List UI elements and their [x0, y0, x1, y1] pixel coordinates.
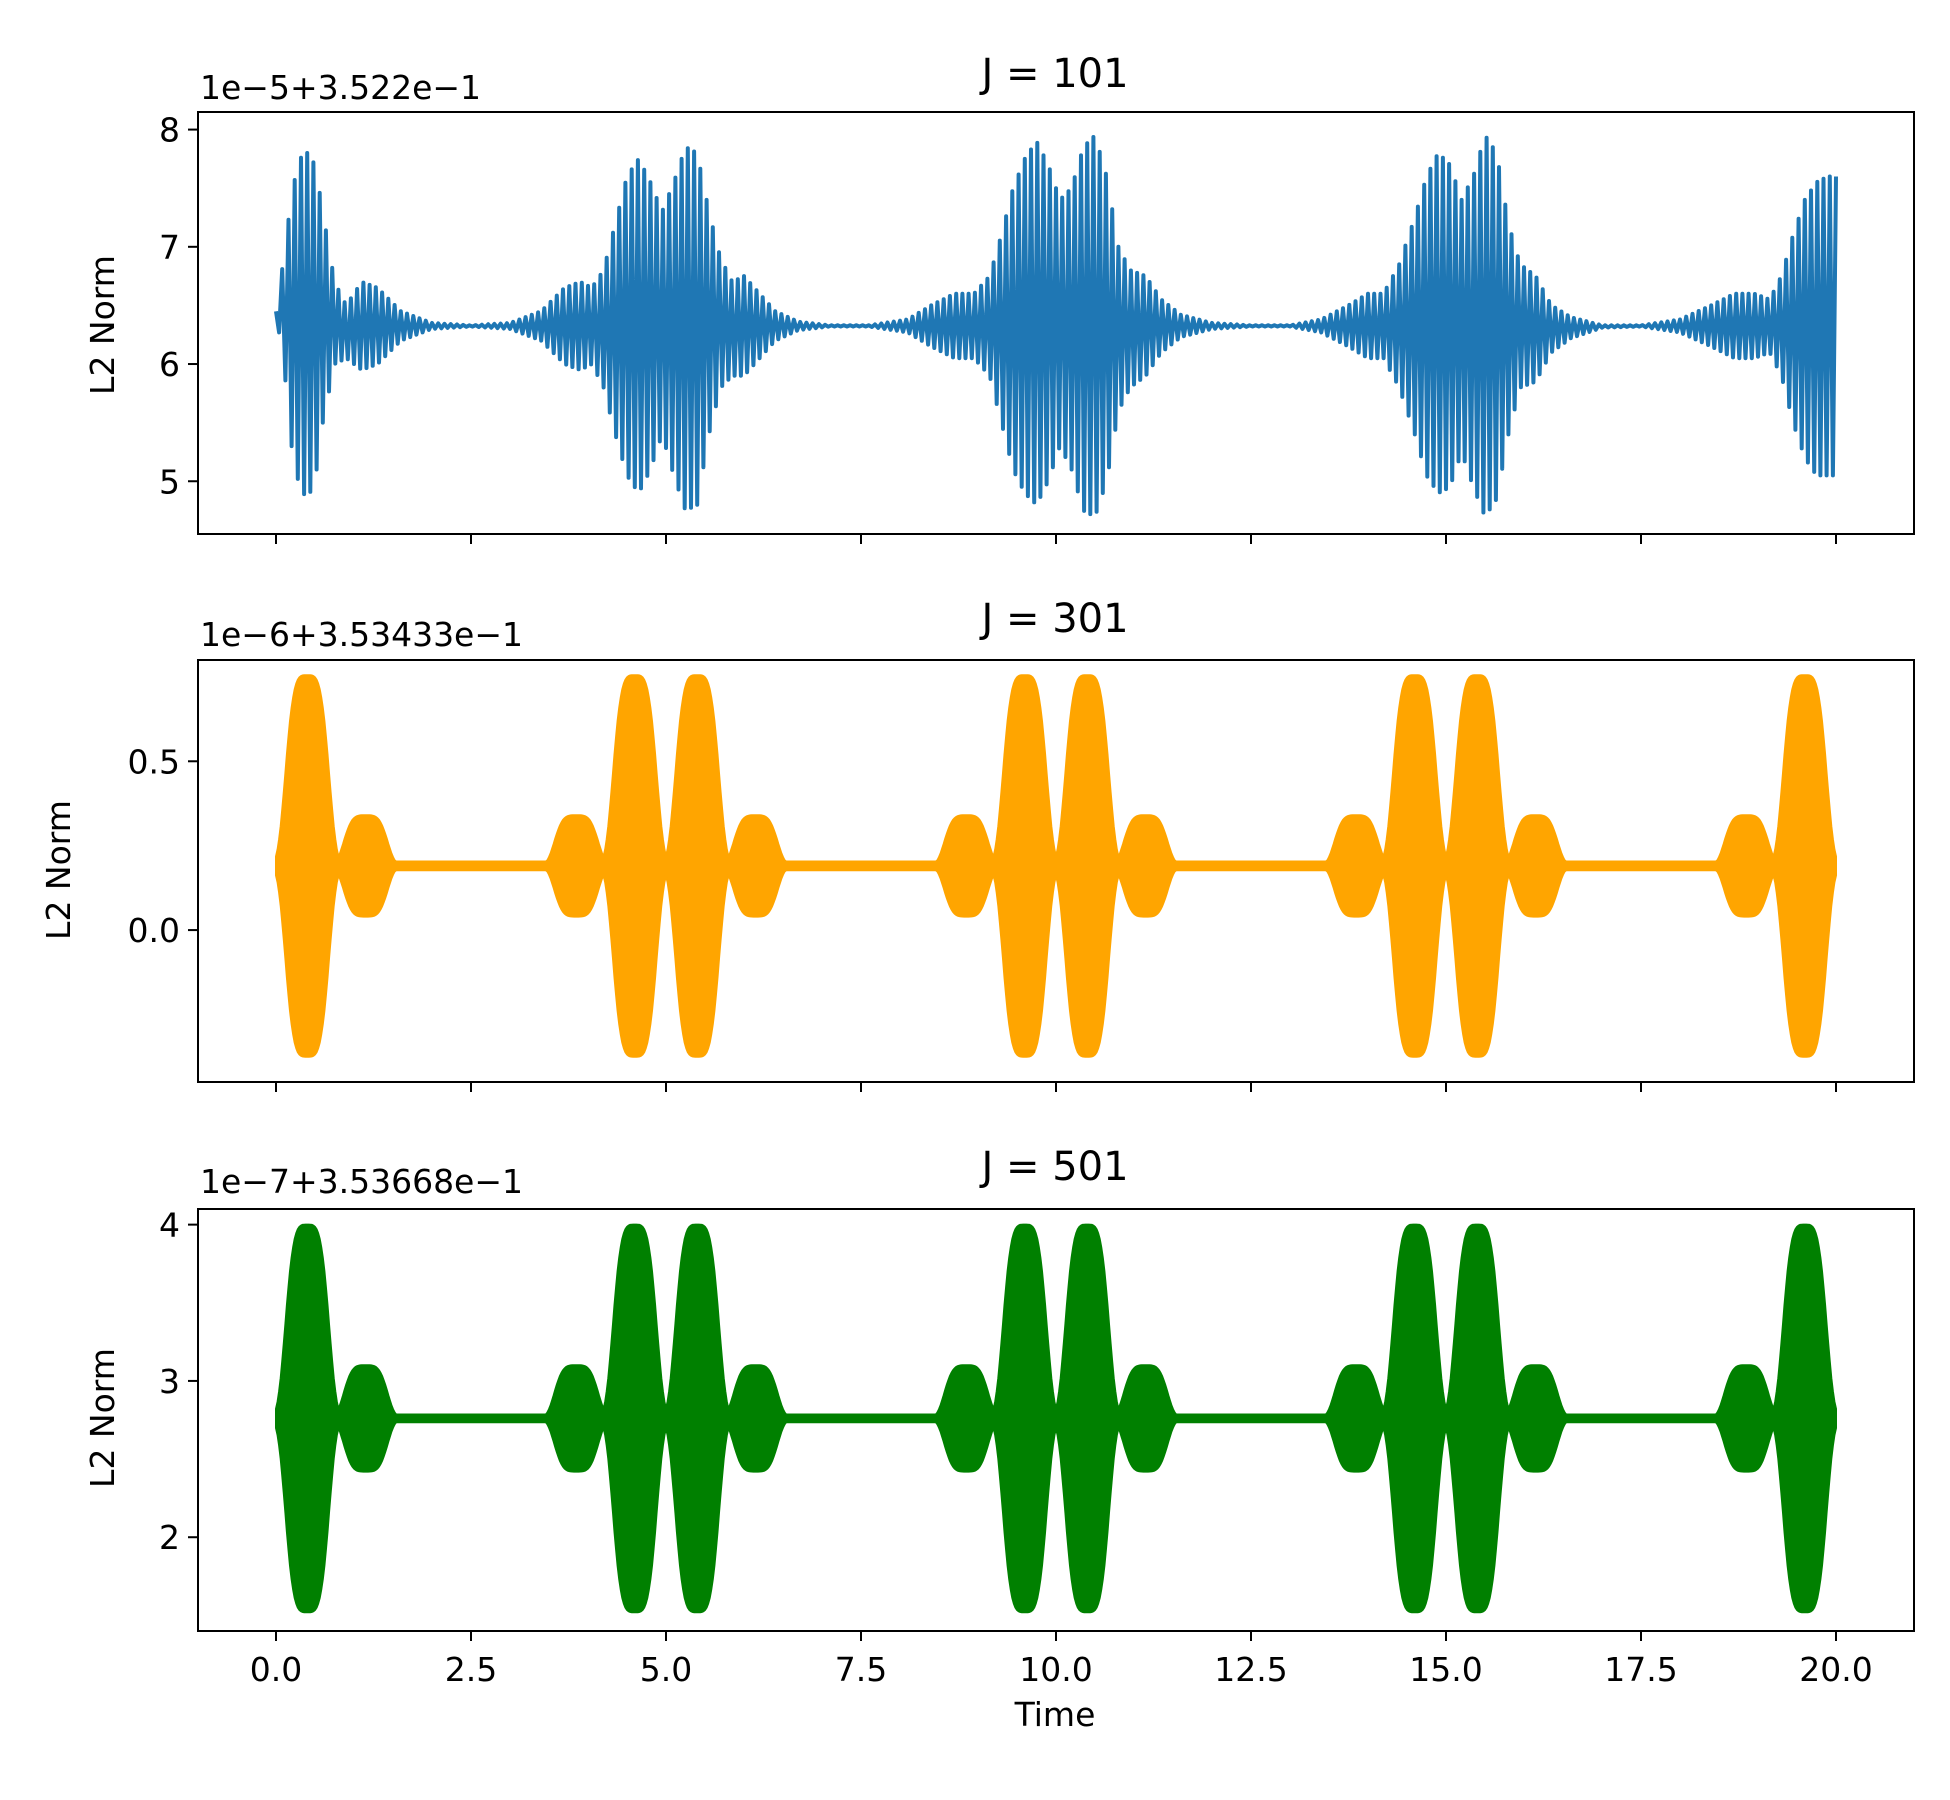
y-tick-label: 3: [159, 1362, 180, 1401]
x-ticks: [275, 1082, 1837, 1092]
plot-area: [275, 674, 1837, 1058]
y-tick-label: 0.0: [128, 911, 180, 950]
y-axis-label: L2 Norm: [83, 1348, 122, 1488]
y-tick-label: 0.5: [128, 742, 180, 781]
subplot-j501: J = 501 1e−7+3.53668e−1 L2 Norm 2 3 4 0.0 2…: [83, 1144, 1915, 1734]
y-tick-label: 6: [159, 345, 180, 384]
y-axis-label: L2 Norm: [83, 255, 122, 395]
x-tick-label: 15.0: [1409, 1650, 1482, 1689]
x-ticks: [275, 534, 1837, 544]
y-tick-label: 5: [159, 462, 180, 501]
subplot-j101: J = 101 1e−5+3.522e−1 L2 Norm 5 6 7 8: [83, 51, 1915, 544]
subplot-title: J = 101: [978, 51, 1128, 97]
subplot-j301: J = 301 1e−6+3.53433e−1 L2 Norm 0.0 0.5: [39, 596, 1915, 1092]
subplot-title: J = 301: [978, 596, 1128, 642]
x-tick-label: 10.0: [1019, 1650, 1092, 1689]
y-ticks: 2 3 4: [159, 1206, 198, 1557]
x-ticks: 0.0 2.5 5.0 7.5 10.0 12.5 15.0 17.5 20.0: [250, 1631, 1873, 1689]
subplot-title: J = 501: [978, 1144, 1128, 1190]
x-tick-label: 20.0: [1799, 1650, 1872, 1689]
x-tick-label: 5.0: [640, 1650, 692, 1689]
series-band: [275, 674, 1837, 1058]
y-tick-label: 7: [159, 228, 180, 267]
y-axis-label: L2 Norm: [39, 800, 78, 940]
y-tick-label: 2: [159, 1518, 180, 1557]
x-tick-label: 7.5: [835, 1650, 887, 1689]
y-offset-label: 1e−6+3.53433e−1: [200, 615, 523, 654]
y-offset-label: 1e−5+3.522e−1: [200, 68, 481, 107]
x-tick-label: 17.5: [1604, 1650, 1677, 1689]
plot-area: [275, 1223, 1837, 1614]
x-tick-label: 12.5: [1214, 1650, 1287, 1689]
x-axis-label: Time: [1014, 1695, 1096, 1734]
series-band: [275, 1223, 1837, 1614]
series-line: [274, 135, 1838, 517]
y-offset-label: 1e−7+3.53668e−1: [200, 1162, 523, 1201]
y-tick-label: 4: [159, 1206, 180, 1245]
y-ticks: 0.0 0.5: [128, 742, 198, 950]
plot-area: [274, 135, 1838, 517]
y-tick-label: 8: [159, 111, 180, 150]
x-tick-label: 2.5: [445, 1650, 497, 1689]
x-tick-label: 0.0: [250, 1650, 302, 1689]
y-ticks: 5 6 7 8: [159, 111, 198, 501]
